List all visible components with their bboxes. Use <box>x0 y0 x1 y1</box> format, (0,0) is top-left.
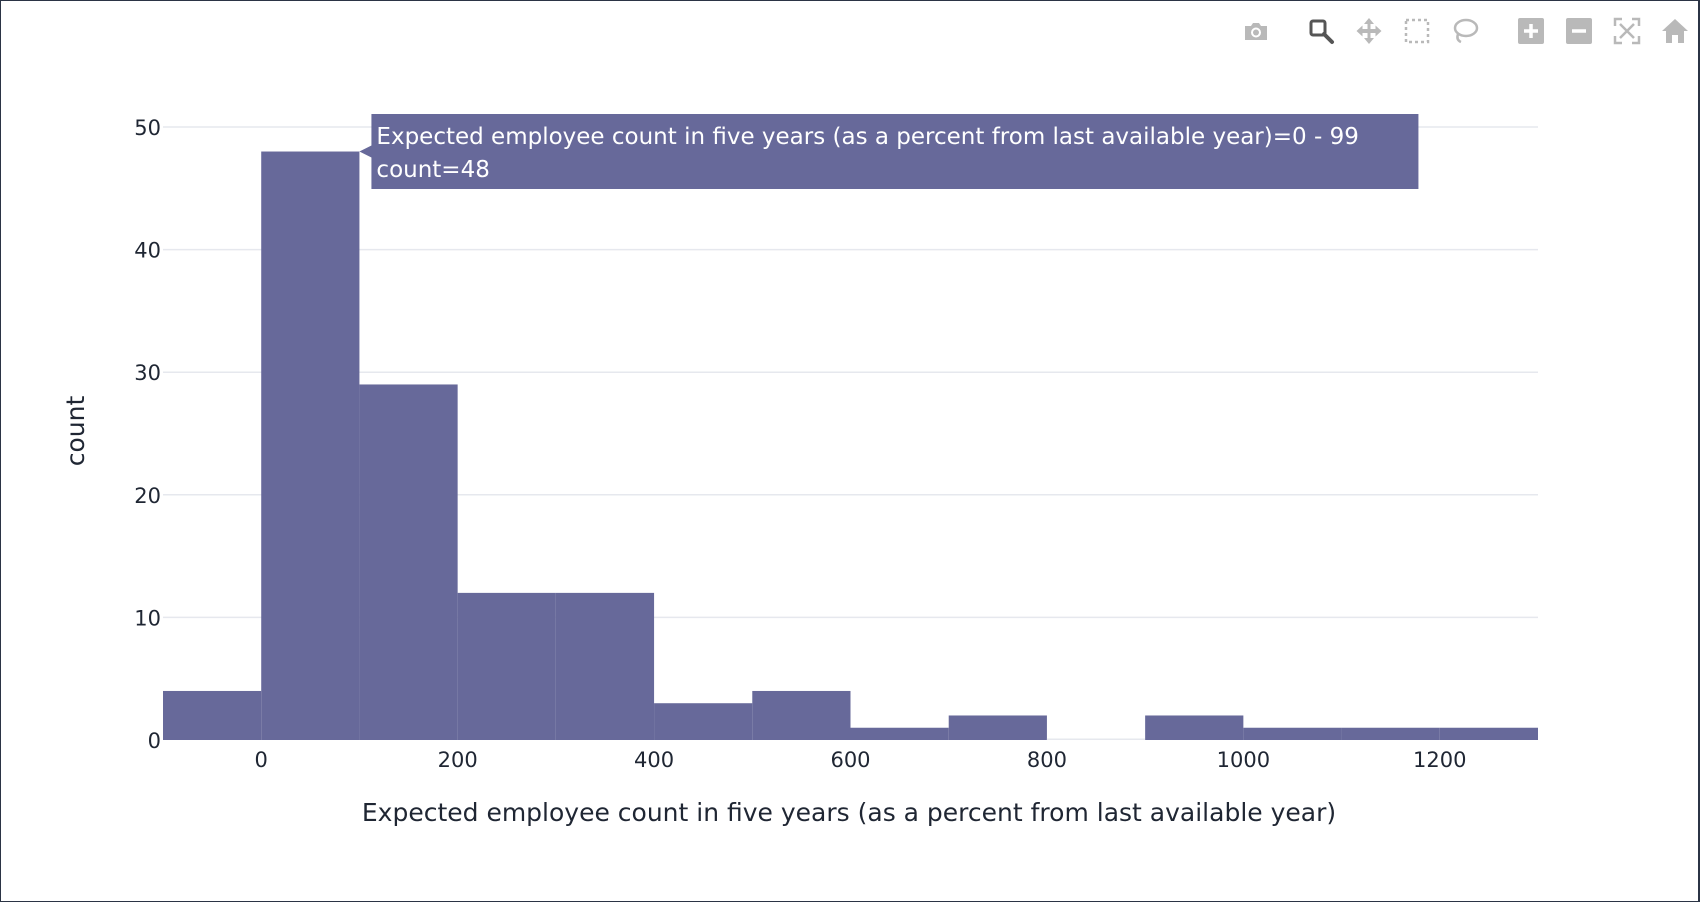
histogram-bar[interactable] <box>1341 727 1440 740</box>
x-tick-label: 1200 <box>1413 748 1466 772</box>
pan-icon[interactable] <box>1349 13 1389 49</box>
y-tick-label: 10 <box>134 606 161 630</box>
autoscale-icon[interactable] <box>1607 13 1647 49</box>
window-edge <box>1698 0 1700 902</box>
histogram-bar[interactable] <box>1243 727 1342 740</box>
hover-tooltip-background <box>359 114 1419 189</box>
box-select-icon[interactable] <box>1397 13 1437 49</box>
histogram-bar[interactable] <box>555 592 655 740</box>
histogram-bar[interactable] <box>1439 727 1538 740</box>
zoom-icon[interactable] <box>1301 13 1341 49</box>
x-tick-label: 1000 <box>1217 748 1270 772</box>
y-axis-ticks: 0 10 20 30 40 50 <box>134 116 161 753</box>
y-tick-label: 50 <box>134 116 161 140</box>
zoom-out-icon[interactable] <box>1559 13 1599 49</box>
lasso-select-icon[interactable] <box>1445 13 1485 49</box>
histogram-bar[interactable] <box>1145 715 1244 740</box>
x-axis-title: Expected employee count in five years (a… <box>362 798 1336 827</box>
histogram-bar[interactable] <box>1046 738 1146 741</box>
y-axis-title: count <box>61 396 90 467</box>
histogram-bar[interactable] <box>359 384 458 740</box>
histogram-bar[interactable] <box>163 690 262 740</box>
hover-tooltip-line2: count=48 <box>376 157 489 183</box>
hover-tooltip-line1: Expected employee count in five years (a… <box>376 124 1358 150</box>
histogram-bar[interactable] <box>654 703 753 740</box>
x-axis-ticks: 0 200 400 600 800 1000 1200 <box>255 748 1467 772</box>
y-tick-label: 20 <box>134 484 161 508</box>
y-tick-label: 0 <box>148 729 161 753</box>
histogram-bar[interactable] <box>850 727 949 740</box>
y-tick-label: 30 <box>134 361 161 385</box>
camera-icon[interactable] <box>1236 13 1276 49</box>
x-tick-label: 200 <box>438 748 478 772</box>
histogram-bar[interactable] <box>457 592 556 740</box>
histogram-bar[interactable] <box>261 151 360 740</box>
zoom-in-icon[interactable] <box>1511 13 1551 49</box>
reset-axes-icon[interactable] <box>1655 13 1695 49</box>
x-tick-label: 600 <box>830 748 870 772</box>
histogram-bars[interactable] <box>163 151 1538 741</box>
x-tick-label: 0 <box>255 748 268 772</box>
x-tick-label: 800 <box>1027 748 1067 772</box>
histogram-bar[interactable] <box>948 715 1047 740</box>
histogram-bar[interactable] <box>752 690 851 740</box>
y-tick-label: 40 <box>134 239 161 263</box>
hover-tooltip: Expected employee count in five years (a… <box>359 114 1419 189</box>
x-tick-label: 400 <box>634 748 674 772</box>
